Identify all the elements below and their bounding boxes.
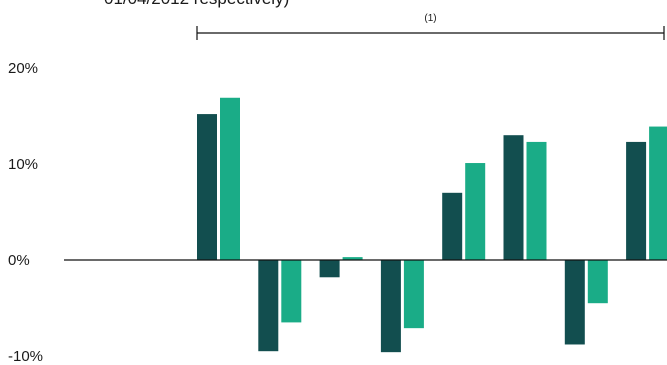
y-tick-label: 0%: [8, 252, 30, 269]
bar-series-2: [526, 141, 547, 260]
period-bracket: (1): [196, 13, 665, 40]
bar-series-1: [503, 135, 524, 260]
bar-series-1: [442, 192, 463, 260]
bars: [197, 97, 667, 353]
bar-series-2: [403, 260, 424, 329]
bar-series-2: [465, 163, 486, 260]
bar-series-2: [649, 126, 667, 260]
y-tick-label: 10%: [8, 156, 38, 173]
bar-series-1: [626, 141, 647, 260]
bar-series-1: [258, 260, 279, 352]
bar-series-1: [197, 114, 217, 260]
bar-series-2: [587, 260, 608, 304]
bar-series-1: [380, 260, 401, 353]
bar-series-2: [342, 257, 363, 260]
y-tick-label: 20%: [8, 60, 38, 77]
bracket-label: (1): [424, 13, 436, 24]
bar-series-2: [220, 97, 240, 260]
y-tick-label: -10%: [8, 348, 43, 365]
bar-series-1: [319, 260, 340, 278]
chart-title-fragment: 01/04/2012 respectively): [104, 0, 289, 9]
bar-series-1: [564, 260, 585, 345]
y-axis-ticks: 20% 10% 0% -10%: [8, 60, 43, 365]
bar-series-2: [281, 260, 302, 323]
